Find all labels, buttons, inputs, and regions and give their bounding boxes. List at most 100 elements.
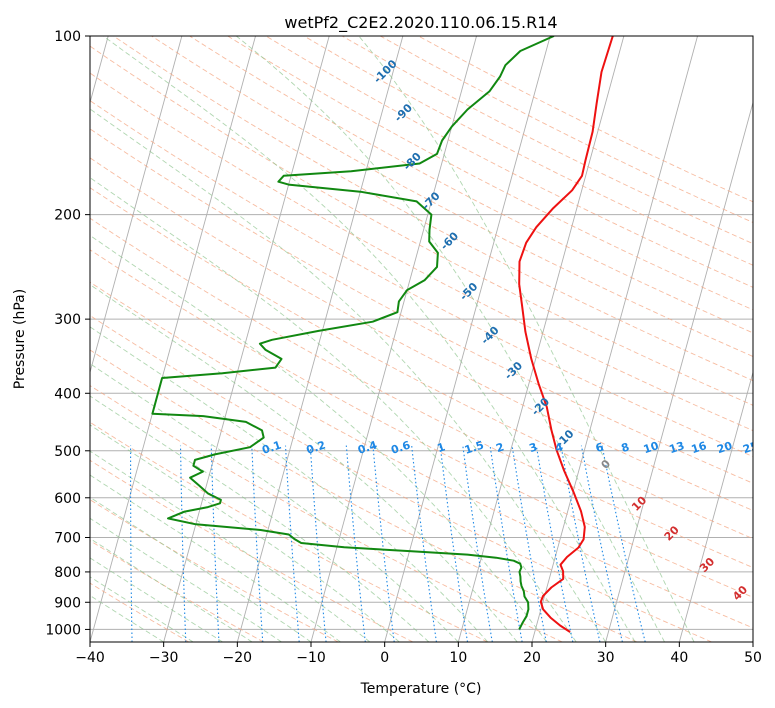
y-tick-label: 100 [54,29,81,45]
line-labels: -100-90-80-70-60-50-40-30-20-100.1 0.2 0.4… [260,57,760,603]
isotherm-line [90,36,183,375]
axes: −40 −30 −20 −10 0 10 20 30 40 50 100 200 300 400 500 60… [45,29,762,666]
dry-adiabat-line [90,249,753,598]
mixing-ratio-label: 0.4 [356,438,379,456]
mixing-ratio-line [179,445,187,642]
chart-title: wetPf2_C2E2.2020.110.06.15.R14 [284,13,557,33]
dry-adiabat-line [227,36,753,311]
moist-adiabat-line [358,36,695,642]
isotherm-line [678,370,753,642]
dry-adiabat-line [90,421,488,642]
mixing-ratio-line [251,445,264,642]
dry-adiabat-line [90,128,753,484]
x-tick-label: −40 [75,650,105,666]
moist-adiabat-line [90,424,400,642]
mixing-ratio-line [210,445,220,642]
x-tick-label: 0 [380,650,389,666]
profile-lines [151,36,614,633]
mixing-ratio-line [284,445,300,642]
plot-frame [89,35,754,643]
mixing-ratio-label: 2 [494,440,505,455]
y-tick-label: 200 [54,208,81,224]
dry-adiabat-line [90,217,753,569]
y-tick-label: 400 [54,386,81,402]
x-tick-label: 50 [744,650,762,666]
moist-adiabat-line [90,537,253,642]
x-tick-label: −10 [296,650,326,666]
x-tick-label: −20 [223,650,253,666]
mixing-ratio-label: 16 [690,439,709,456]
x-tick-label: −30 [149,650,179,666]
y-tick-label: 500 [54,444,81,460]
dewpoint-profile-line [151,36,555,630]
mixing-ratio-label: 8 [620,440,631,455]
mixing-ratio-line [511,445,547,642]
x-tick-label: 40 [670,650,688,666]
mixing-ratio-line [580,445,623,642]
x-tick-label: 20 [523,650,541,666]
moist-adiabat-line [90,474,341,642]
mixing-ratio-line [601,445,646,642]
mixing-ratio-label: 3 [528,440,539,455]
moist-adiabat-line [90,557,223,642]
mixing-ratio-label: 20 [715,439,734,456]
dry-adiabat-line [90,459,414,642]
mixing-ratio-label: 1 [435,440,446,455]
moist-adiabat-line [90,576,194,642]
mixing-ratio-label: 25 [741,439,760,456]
dry-adiabat-line [189,36,753,334]
mixing-ratio-line [560,445,601,642]
dry-adiabat-line [265,36,753,288]
mixing-ratio-line [130,445,133,642]
x-tick-label: 30 [597,650,615,666]
temperature-profile-line [518,36,614,633]
dry-adiabat-line [90,100,753,458]
y-tick-label: 800 [54,565,81,581]
background-lines [90,36,753,642]
isotherm-line [531,36,698,642]
mixing-ratio-label: 0.2 [305,439,328,457]
moist-adiabat-line [102,36,636,642]
moist-adiabat-line [90,177,577,642]
isotherm-line [457,36,625,642]
mixing-ratio-label: 10 [642,439,661,456]
mixing-ratio-line [372,445,395,642]
dry-adiabat-line [90,157,753,512]
moist-adiabat-line [90,450,371,642]
x-axis-label: Temperature (°C) [360,681,482,697]
dry-adiabat-line [90,582,190,642]
dry-adiabat-line [90,72,753,432]
mixing-ratio-label: 0.6 [389,438,412,456]
isotherm-line [90,36,256,642]
mixing-ratio-line [535,445,574,642]
moist-adiabat-line [90,594,164,642]
mixing-ratio-label: 1.5 [463,439,486,457]
moist-adiabat-line [90,363,459,642]
y-tick-label: 300 [54,312,81,328]
moist-adiabat-line [90,395,430,642]
mixing-ratio-label: 13 [668,439,687,456]
mixing-ratio-line [309,445,327,642]
mixing-ratio-line [411,445,437,642]
mixing-ratio-line [462,445,493,642]
mixing-ratio-line [345,445,366,642]
mixing-ratio-label: 0.1 [260,439,283,457]
dry-adiabat-line [90,314,712,642]
isotherm-line [605,100,753,642]
moist-adiabat-line [90,517,282,642]
x-tick-label: 10 [449,650,467,666]
y-tick-label: 600 [54,491,81,507]
y-tick-label: 1000 [45,622,81,638]
y-axis-label: Pressure (hPa) [12,289,28,389]
plot-area [90,36,753,642]
y-tick-label: 700 [54,531,81,547]
dry-adiabat-line [90,499,339,642]
dry-adiabat-line [90,281,753,629]
mixing-ratio-label: 4 [553,440,565,455]
y-tick-label: 900 [54,595,81,611]
moist-adiabat-line [90,326,489,642]
moist-adiabat-line [90,496,312,642]
dry-adiabat-line [90,385,563,642]
isotherm-line [236,36,404,642]
